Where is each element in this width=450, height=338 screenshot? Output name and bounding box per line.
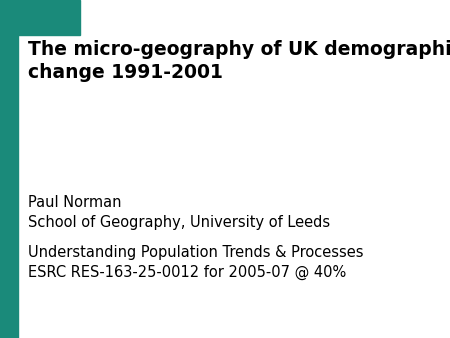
Text: ESRC RES-163-25-0012 for 2005-07 @ 40%: ESRC RES-163-25-0012 for 2005-07 @ 40% bbox=[28, 265, 346, 280]
Text: Paul Norman: Paul Norman bbox=[28, 195, 122, 210]
Text: School of Geography, University of Leeds: School of Geography, University of Leeds bbox=[28, 215, 330, 230]
Text: Understanding Population Trends & Processes: Understanding Population Trends & Proces… bbox=[28, 245, 364, 260]
Text: The micro-geography of UK demographic
change 1991-2001: The micro-geography of UK demographic ch… bbox=[28, 40, 450, 82]
Bar bbox=[0, 0, 18, 338]
Bar bbox=[0, 0, 80, 35]
